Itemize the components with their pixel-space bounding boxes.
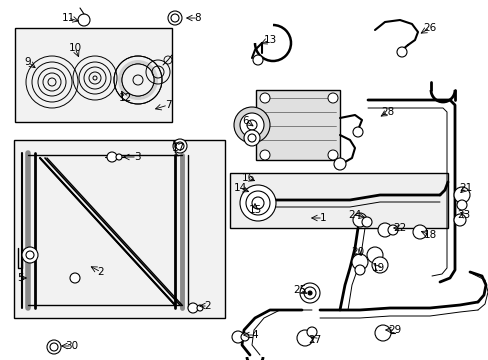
Ellipse shape [118, 60, 158, 100]
Text: 7: 7 [164, 100, 171, 110]
Ellipse shape [26, 251, 34, 259]
Text: 11: 11 [61, 13, 75, 23]
Ellipse shape [352, 127, 362, 137]
Text: 19: 19 [370, 263, 384, 273]
Text: 18: 18 [423, 230, 436, 240]
Text: 24: 24 [347, 210, 361, 220]
Ellipse shape [396, 47, 406, 57]
Ellipse shape [354, 265, 364, 275]
Ellipse shape [231, 331, 244, 343]
Ellipse shape [241, 333, 248, 341]
Ellipse shape [366, 247, 382, 263]
Text: 28: 28 [381, 107, 394, 117]
Ellipse shape [260, 150, 269, 160]
Ellipse shape [187, 303, 198, 313]
Ellipse shape [327, 93, 337, 103]
Bar [256, 90, 339, 160]
Ellipse shape [245, 191, 269, 215]
Ellipse shape [246, 120, 257, 130]
Ellipse shape [453, 187, 469, 203]
Ellipse shape [453, 214, 465, 226]
Ellipse shape [352, 213, 366, 227]
Ellipse shape [296, 330, 312, 346]
Ellipse shape [361, 217, 371, 227]
Ellipse shape [412, 225, 426, 239]
Text: 23: 23 [456, 210, 469, 220]
Ellipse shape [234, 107, 269, 143]
Ellipse shape [244, 130, 260, 146]
Ellipse shape [252, 55, 263, 65]
Ellipse shape [371, 257, 387, 273]
Text: 4: 4 [251, 330, 258, 340]
Ellipse shape [307, 291, 311, 295]
Text: 12: 12 [118, 93, 131, 103]
Text: 17: 17 [171, 143, 184, 153]
Text: 9: 9 [24, 57, 31, 67]
Text: 3: 3 [133, 152, 140, 162]
Ellipse shape [374, 325, 390, 341]
Text: 20: 20 [351, 247, 364, 257]
Text: 27: 27 [308, 335, 321, 345]
Text: 5: 5 [17, 273, 23, 283]
Ellipse shape [306, 327, 316, 337]
Text: 2: 2 [204, 301, 211, 311]
Ellipse shape [333, 158, 346, 170]
Text: 10: 10 [68, 43, 81, 53]
Text: 21: 21 [458, 183, 472, 193]
Ellipse shape [197, 305, 203, 311]
Text: 29: 29 [387, 325, 401, 335]
Ellipse shape [173, 139, 186, 153]
Text: 26: 26 [423, 23, 436, 33]
Ellipse shape [247, 134, 256, 142]
Ellipse shape [240, 113, 264, 137]
Text: 22: 22 [392, 223, 406, 233]
Ellipse shape [456, 200, 466, 210]
Text: 8: 8 [194, 13, 201, 23]
Ellipse shape [70, 273, 80, 283]
Bar [229, 173, 447, 228]
Text: 30: 30 [65, 341, 79, 351]
Text: 15: 15 [248, 205, 261, 215]
Ellipse shape [260, 93, 269, 103]
Ellipse shape [327, 150, 337, 160]
Text: 14: 14 [233, 183, 246, 193]
Text: 13: 13 [263, 35, 276, 45]
Ellipse shape [299, 283, 319, 303]
Ellipse shape [377, 223, 391, 237]
Ellipse shape [107, 152, 117, 162]
Ellipse shape [251, 197, 264, 209]
Ellipse shape [240, 185, 275, 221]
Ellipse shape [47, 340, 61, 354]
Ellipse shape [176, 142, 183, 150]
Bar [15, 28, 172, 122]
Text: 2: 2 [98, 267, 104, 277]
Ellipse shape [304, 287, 315, 299]
Bar [14, 140, 224, 318]
Ellipse shape [351, 254, 367, 270]
Ellipse shape [116, 154, 122, 160]
Text: 1: 1 [319, 213, 325, 223]
Text: 16: 16 [241, 173, 254, 183]
Ellipse shape [122, 64, 154, 96]
Text: 6: 6 [242, 116, 249, 126]
Ellipse shape [22, 247, 38, 263]
Text: 25: 25 [293, 285, 306, 295]
Ellipse shape [387, 225, 397, 235]
Ellipse shape [50, 343, 58, 351]
